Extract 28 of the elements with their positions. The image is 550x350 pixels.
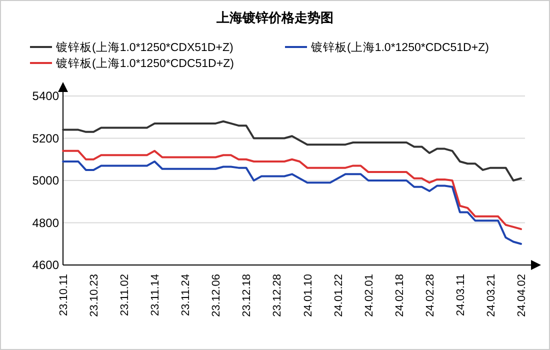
legend-label: 镀锌板(上海1.0*1250*CDX51D+Z) [55, 41, 234, 54]
x-tick-label: 23.11.02 [119, 274, 132, 316]
x-tick-label: 23.12.18 [241, 274, 254, 317]
x-tick-label: 24.02.01 [363, 274, 376, 317]
x-tick-label: 24.03.11 [454, 274, 467, 316]
x-tick-label: 23.12.06 [210, 274, 223, 317]
x-tick-label: 23.11.24 [180, 274, 192, 316]
x-tick-label: 24.02.28 [424, 274, 436, 317]
y-tick-label: 5000 [32, 174, 60, 188]
line-series [62, 150, 522, 230]
x-tick-label: 24.01.10 [302, 274, 314, 317]
y-tick-label: 4600 [32, 258, 60, 272]
x-tick-label: 24.01.22 [332, 274, 345, 317]
chart-title: 上海镀锌价格走势图 [216, 10, 334, 25]
x-tick-label: 23.11.14 [150, 274, 162, 316]
x-tick-label: 23.12.28 [272, 274, 284, 317]
x-tick-label: 24.04.02 [516, 274, 528, 317]
line-series [62, 160, 522, 245]
x-tick-label: 24.03.21 [485, 274, 498, 317]
legend-label: 镀锌板(上海1.0*1250*CDC51D+Z) [310, 41, 490, 54]
y-tick-label: 4800 [32, 216, 60, 230]
x-tick-label: 23.10.11 [58, 274, 70, 316]
line-series [62, 120, 522, 182]
x-tick-label: 24.02.18 [394, 274, 406, 317]
x-tick-label: 23.10.23 [88, 274, 101, 317]
y-tick-label: 5200 [32, 131, 60, 146]
legend-label: 镀锌板(上海1.0*1250*CDC51D+Z) [55, 57, 234, 70]
y-tick-label: 5400 [32, 89, 60, 103]
